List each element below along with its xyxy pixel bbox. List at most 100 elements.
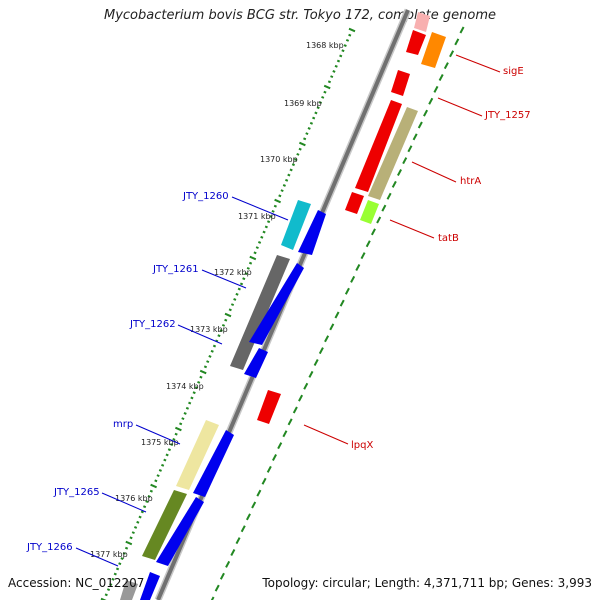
scale-labels: 1368 kbp 1369 kbp 1370 kbp 1371 kbp 1372… <box>90 41 344 559</box>
ring-dash <box>412 133 418 141</box>
scale-tick <box>255 246 259 250</box>
gene-red-tiny[interactable] <box>345 192 364 214</box>
label-htrA[interactable]: htrA <box>460 176 481 187</box>
label-JTY_1260[interactable]: JTY_1260 <box>182 191 229 202</box>
scale-tick <box>246 266 250 270</box>
scale-tick <box>147 494 151 498</box>
ring-dash <box>225 560 231 568</box>
ring-dash <box>407 145 413 153</box>
scale-tick <box>228 308 232 312</box>
scale-tick <box>341 49 345 53</box>
scale-tick <box>330 75 334 79</box>
summary-text: Topology: circular; Length: 4,371,711 bp… <box>262 576 592 590</box>
gene-JTY_1261[interactable] <box>230 255 290 370</box>
scale-tick <box>323 84 331 90</box>
gene-blue-2[interactable] <box>249 263 304 345</box>
gene-gray-end[interactable] <box>120 580 138 600</box>
ring-dash <box>261 477 267 485</box>
leader-sigE <box>455 54 501 73</box>
ring-dash <box>256 489 262 497</box>
label-tatB[interactable]: tatB <box>438 233 459 244</box>
ring-dash <box>210 596 215 600</box>
label-mrp[interactable]: mrp <box>113 419 133 430</box>
scale-tick <box>274 198 281 204</box>
scale-tick <box>124 546 129 550</box>
label-JTY_1265[interactable]: JTY_1265 <box>53 487 100 498</box>
scale-tick <box>208 355 212 358</box>
label-sigE[interactable]: sigE <box>503 66 524 77</box>
gene-JTY_1265[interactable] <box>142 490 187 560</box>
gene-blue-1[interactable] <box>298 210 326 255</box>
ring-dash <box>365 240 371 248</box>
ring-dash <box>245 513 251 521</box>
leader-tatB <box>389 219 435 239</box>
scale-tick <box>149 489 153 493</box>
scale-tick <box>183 412 187 415</box>
scale-tick <box>294 158 298 161</box>
scale-tick <box>154 479 158 483</box>
scale-tick <box>336 59 341 63</box>
outer-ring <box>210 26 465 600</box>
gene-red-top-faded[interactable] <box>414 12 430 32</box>
label-JTY_1257[interactable]: JTY_1257 <box>484 110 531 121</box>
scale-tick <box>125 540 133 546</box>
scale-tick <box>142 505 147 509</box>
ring-dash <box>298 394 304 402</box>
gene-blue-5[interactable] <box>156 497 204 566</box>
scale-tick <box>303 137 307 141</box>
scale-tick <box>280 189 284 193</box>
gene-JTY_1257[interactable] <box>368 107 418 200</box>
scale-tick <box>221 323 226 327</box>
scale-tick <box>237 287 241 291</box>
gene-mrp[interactable] <box>176 420 219 490</box>
ring-dash <box>235 537 241 545</box>
ring-dash <box>376 216 382 224</box>
label-JTY_1262[interactable]: JTY_1262 <box>129 319 176 330</box>
scale-tick <box>299 141 306 147</box>
ring-dash <box>397 169 402 176</box>
scale-tick <box>291 163 295 167</box>
scale-tick <box>282 184 286 187</box>
scale-tick <box>192 391 196 395</box>
ring-dash <box>282 430 288 438</box>
scale-tick <box>206 360 210 364</box>
ring-dash <box>324 335 330 343</box>
gene-blue-6[interactable] <box>140 572 160 600</box>
scale-tick <box>348 27 356 33</box>
gene-red-small[interactable] <box>391 70 410 96</box>
scale-tick <box>262 230 266 234</box>
scale-tick <box>194 386 199 389</box>
scale-tick <box>242 277 246 281</box>
gene-blue-3[interactable] <box>244 348 268 378</box>
label-JTY_1261[interactable]: JTY_1261 <box>152 264 199 275</box>
ring-dash <box>386 192 392 200</box>
forward-genes <box>257 12 446 424</box>
scale-tick <box>219 329 223 332</box>
ring-dash <box>292 406 298 414</box>
ring-dash <box>230 549 236 556</box>
scale-tick <box>249 255 257 261</box>
ring-dash <box>334 311 340 319</box>
scale-label-1371: 1371 kbp <box>238 212 276 221</box>
scale-tick <box>235 292 239 296</box>
gene-red-long[interactable] <box>355 100 402 192</box>
gene-lpqX[interactable] <box>257 390 281 424</box>
ring-dash <box>339 299 345 307</box>
ring-dash <box>438 74 444 81</box>
leader-htrA <box>411 161 457 183</box>
label-JTY_1266[interactable]: JTY_1266 <box>26 542 73 553</box>
scale-tick <box>190 396 194 400</box>
gene-JTY_1260[interactable] <box>281 200 311 250</box>
scale-tick <box>106 588 111 592</box>
gene-red-top[interactable] <box>406 30 426 55</box>
gene-blue-4[interactable] <box>193 430 234 497</box>
scale-tick <box>215 339 219 343</box>
scale-tick <box>199 375 203 379</box>
scale-tick <box>100 597 107 600</box>
gene-sigE[interactable] <box>421 32 446 68</box>
ring-dash <box>381 204 387 212</box>
scale-tick <box>111 577 115 581</box>
gene-tatB[interactable] <box>360 200 379 224</box>
label-lpqX[interactable]: lpqX <box>351 440 373 451</box>
